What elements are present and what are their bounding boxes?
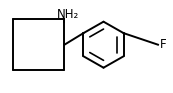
Text: F: F: [160, 38, 166, 51]
Text: NH₂: NH₂: [57, 8, 79, 21]
